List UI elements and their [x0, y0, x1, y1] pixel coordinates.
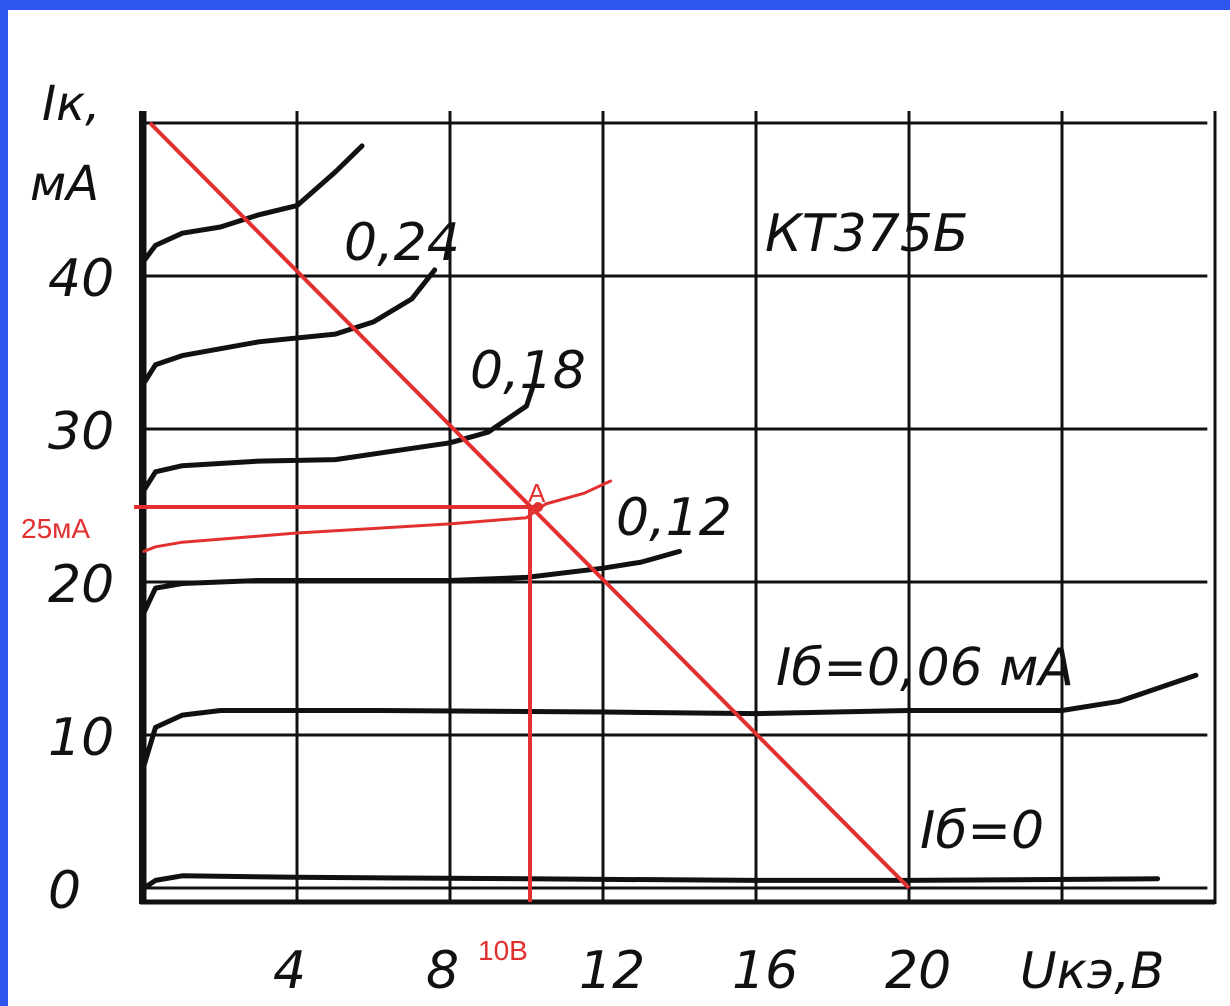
y-tick-label: 20	[48, 555, 114, 615]
x-tick-label: 16	[732, 941, 798, 1001]
x-tick-label: 8	[426, 941, 459, 1001]
construction-lines	[134, 121, 911, 902]
y-axis-label-line: Iк,	[42, 76, 100, 132]
curve-label: 0,12	[616, 488, 732, 548]
characteristic-curve	[141, 548, 682, 616]
chart-frame: КТ375Б Iк, мА Uкэ,В A 25мА 10В 4 8 12 16 20 0 1…	[8, 10, 1230, 1006]
operating-point-current-label: 25мА	[21, 513, 90, 544]
y-axis-label-line: мА	[30, 156, 99, 212]
curve-label: Iб=0	[920, 801, 1044, 861]
chart-title: КТ375Б	[765, 204, 969, 264]
x-tick-label: 20	[885, 941, 951, 1001]
curve-label: Iб=0,06 мА	[776, 638, 1074, 698]
y-tick-label: 10	[48, 708, 114, 768]
grid	[141, 111, 1217, 904]
operating-point-voltage-label: 10В	[478, 935, 528, 966]
y-tick-label: 0	[48, 861, 81, 921]
characteristic-curve	[142, 479, 613, 553]
x-tick-label: 4	[273, 941, 306, 1001]
curve-label: 0,24	[344, 213, 460, 273]
chart-plot: КТ375Б Iк, мА Uкэ,В A 25мА 10В 4 8 12 16 20 0 1…	[21, 76, 1217, 1001]
curves	[141, 143, 1199, 891]
y-tick-label: 30	[48, 402, 114, 462]
x-axis-label: Uкэ,В	[1020, 942, 1164, 1000]
x-tick-label: 12	[579, 941, 645, 1001]
y-axis-label: Iк, мА	[30, 76, 100, 212]
characteristic-curve	[141, 380, 537, 493]
characteristic-curve	[141, 873, 1161, 891]
characteristic-curve	[141, 267, 438, 386]
labels: КТ375Б Iк, мА Uкэ,В A 25мА 10В 4 8 12 16 20 0 1…	[21, 76, 1164, 1001]
operating-point-label: A	[528, 478, 546, 508]
curve-label: 0,18	[470, 341, 586, 401]
characteristic-curve	[141, 143, 365, 264]
operating-point-marker	[532, 502, 543, 513]
y-tick-label: 40	[48, 249, 114, 309]
characteristic-curve	[141, 672, 1199, 769]
